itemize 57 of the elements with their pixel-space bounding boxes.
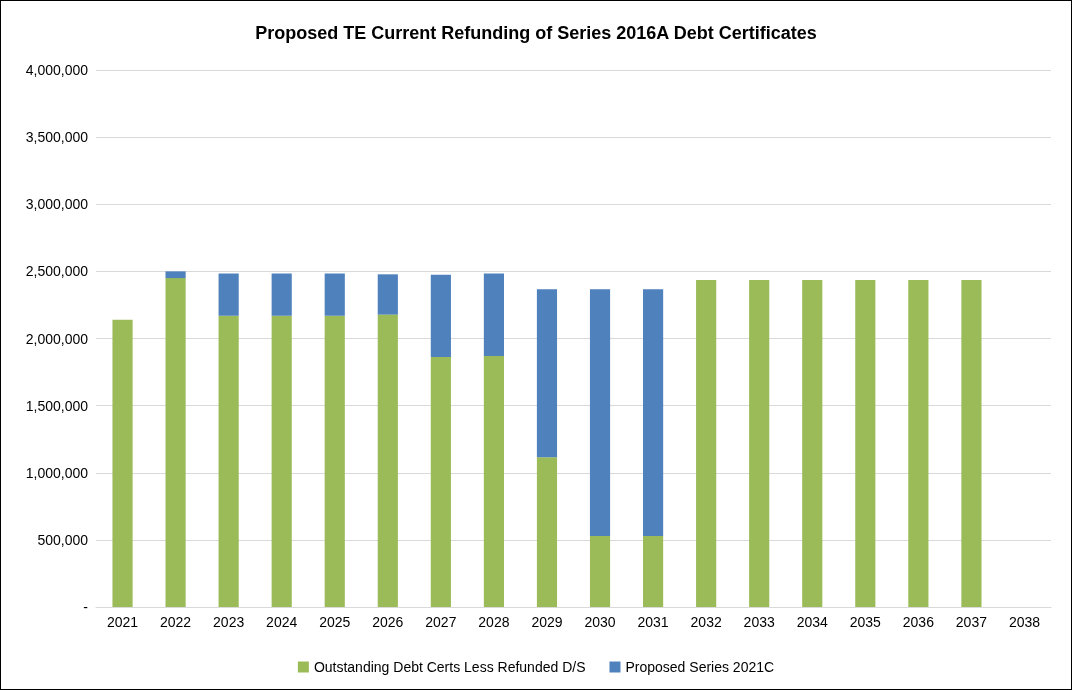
legend-label: Outstanding Debt Certs Less Refunded D/S (313, 659, 586, 675)
y-tick-label: 1,500,000 (25, 397, 89, 414)
x-tick-label: 2022 (160, 614, 192, 630)
bar (377, 314, 398, 607)
bar (165, 271, 186, 279)
bar (483, 355, 504, 607)
bar (165, 278, 186, 607)
x-tick-label: 2027 (425, 614, 457, 630)
x-tick-label: 2036 (902, 614, 935, 630)
bar (377, 274, 398, 315)
y-tick-label: 3,000,000 (25, 196, 89, 213)
bar (112, 319, 133, 607)
bar (271, 315, 292, 607)
y-tick-label: 500,000 (37, 531, 89, 548)
bar (536, 457, 558, 607)
y-tick-label: 2,000,000 (25, 330, 89, 347)
y-tick-label: - (83, 599, 89, 615)
x-tick-label: 2025 (319, 614, 351, 630)
x-tick-label: 2026 (372, 614, 404, 630)
bar (855, 279, 876, 607)
x-tick-label: 2031 (637, 614, 669, 630)
x-tick-label: 2034 (796, 614, 829, 630)
bar (589, 289, 611, 537)
bar (908, 279, 929, 607)
y-tick-label: 1,000,000 (25, 464, 89, 481)
y-tick-label: 3,500,000 (25, 129, 89, 146)
x-tick-label: 2032 (690, 614, 722, 630)
bar (802, 279, 823, 607)
bar (696, 279, 717, 607)
bar (430, 357, 451, 607)
x-tick-label: 2030 (584, 614, 616, 630)
bar (324, 315, 345, 607)
bar (324, 273, 345, 316)
x-tick-label: 2021 (106, 614, 139, 630)
x-tick-label: 2033 (743, 614, 775, 630)
x-tick-label: 2028 (478, 614, 510, 630)
y-tick-label: 2,500,000 (25, 263, 89, 280)
x-tick-label: 2024 (266, 614, 298, 630)
bar (483, 273, 504, 356)
x-tick-label: 2037 (955, 614, 988, 630)
x-tick-label: 2029 (531, 614, 563, 630)
x-tick-label: 2035 (849, 614, 882, 630)
bar (271, 273, 292, 316)
bar (643, 536, 664, 607)
x-tick-label: 2023 (213, 614, 245, 630)
bar (430, 274, 451, 358)
bar (643, 289, 664, 537)
y-tick-label: 4,000,000 (25, 62, 89, 78)
bar (218, 273, 239, 316)
bar (961, 279, 982, 607)
bar (749, 279, 770, 607)
x-tick-label: 2038 (1008, 614, 1041, 630)
chart-title: Proposed TE Current Refunding of Series 2016A Debt Certificates (255, 23, 817, 43)
legend-label: Proposed Series 2021C (625, 659, 775, 675)
bar (589, 536, 611, 607)
bar (218, 315, 239, 607)
bar (536, 289, 558, 458)
